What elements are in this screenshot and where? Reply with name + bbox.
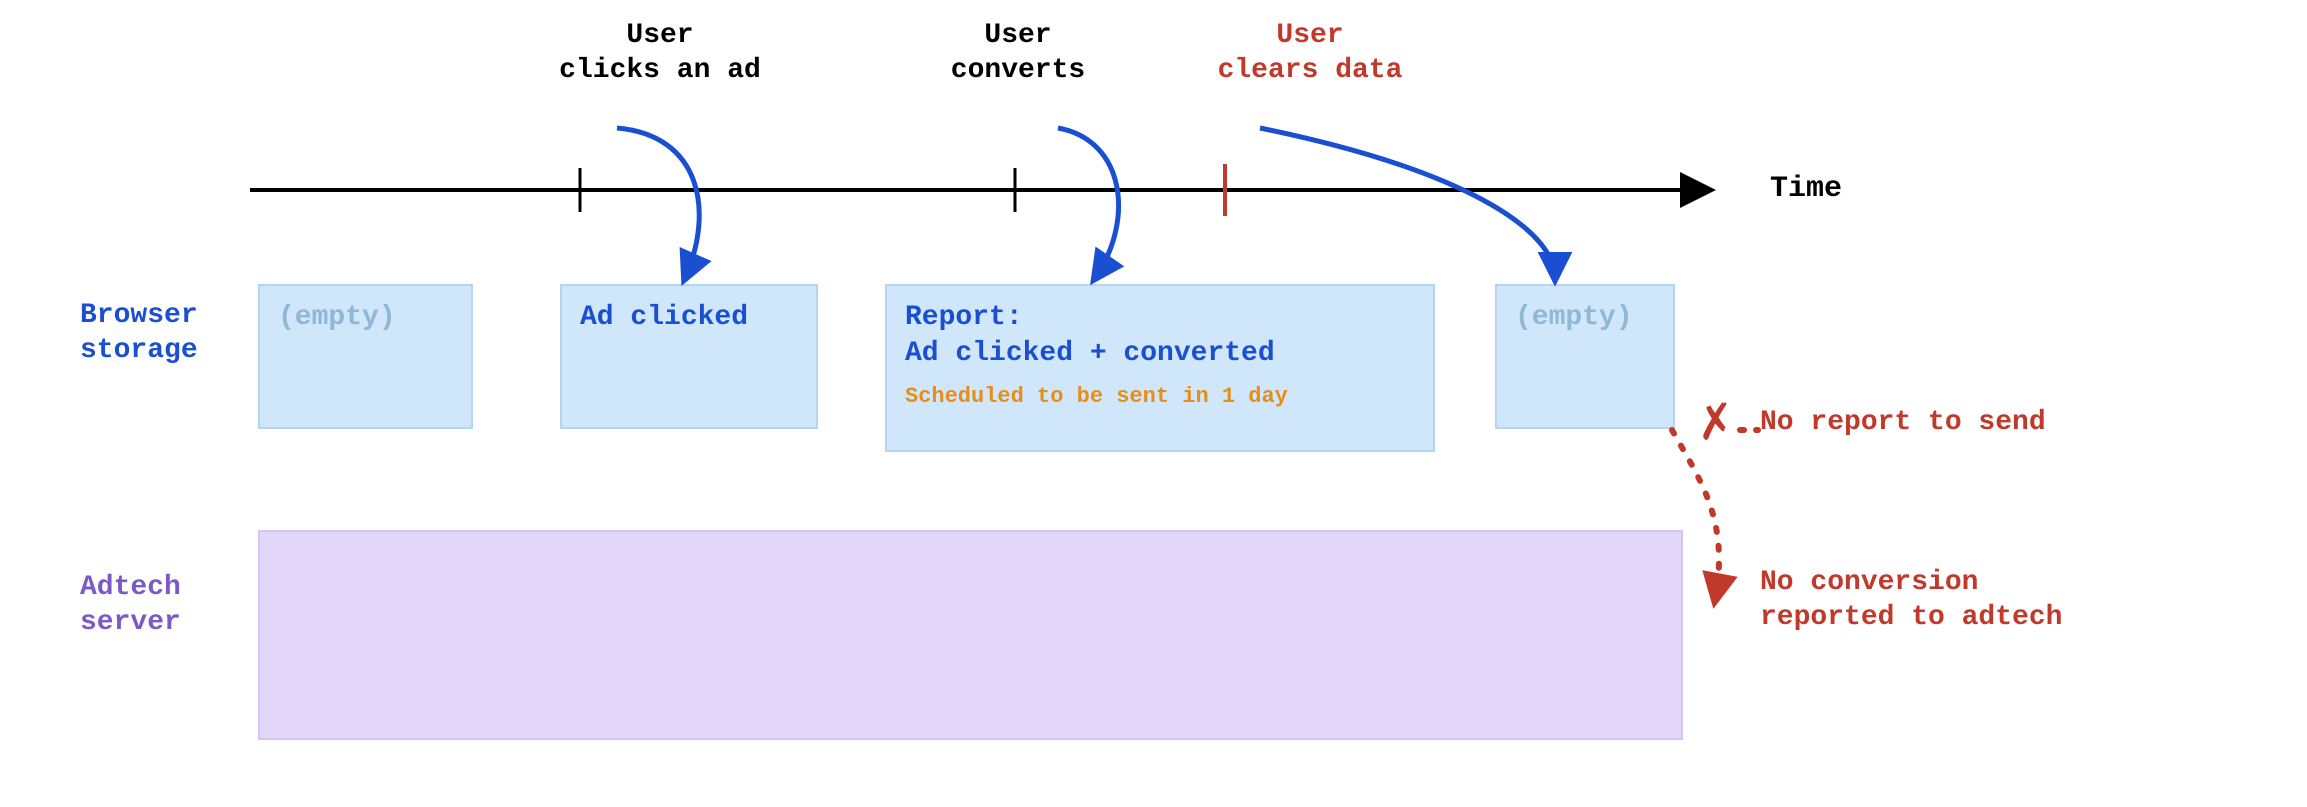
storage-text: (empty) (1515, 302, 1633, 333)
event-label-click: User clicks an ad (497, 18, 823, 88)
axis-label-time: Time (1770, 172, 1842, 206)
storage-box-adclicked: Ad clicked (560, 284, 818, 429)
row-label-adtech: Adtechserver (80, 570, 181, 640)
storage-box-empty-2: (empty) (1495, 284, 1675, 429)
event-line: clicks an ad (559, 55, 761, 86)
storage-text: Report:Ad clicked + converted (905, 302, 1275, 369)
storage-box-report: Report:Ad clicked + converted Scheduled … (885, 284, 1435, 452)
arrow-convert (1058, 128, 1119, 278)
event-line: User (1276, 20, 1343, 51)
storage-box-empty-1: (empty) (258, 284, 473, 429)
note-no-conversion: No conversionreported to adtech (1760, 565, 2062, 635)
event-line: clears data (1218, 55, 1403, 86)
adtech-server-box (258, 530, 1683, 740)
scheduled-text: Scheduled to be sent in 1 day (905, 383, 1415, 412)
arrow-click (617, 128, 699, 278)
x-mark-icon: ✗ (1694, 393, 1737, 455)
note-no-report: No report to send (1760, 405, 2046, 440)
diagram-stage: User clicks an ad User converts User cle… (0, 0, 2307, 807)
storage-text: (empty) (278, 302, 396, 333)
arrow-clear (1260, 128, 1555, 278)
row-label-browser: Browserstorage (80, 298, 198, 368)
event-line: converts (951, 55, 1085, 86)
event-label-clear: User clears data (1160, 18, 1460, 88)
event-label-convert: User converts (918, 18, 1118, 88)
event-line: User (626, 20, 693, 51)
storage-text: Ad clicked (580, 302, 748, 333)
event-line: User (984, 20, 1051, 51)
